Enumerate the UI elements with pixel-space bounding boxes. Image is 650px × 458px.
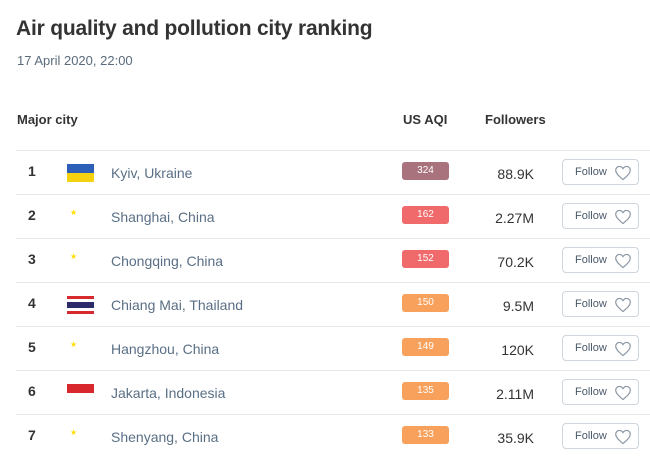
followers-count: 70.2K [497, 254, 534, 270]
table-row: 3 ★ Chongqing, China 152 70.2K Follow [16, 238, 650, 282]
rank-number: 5 [28, 339, 36, 355]
heart-icon [615, 253, 631, 269]
column-header-major-city: Major city [17, 112, 78, 127]
follow-button[interactable]: Follow [562, 379, 639, 405]
table-row: 6 Jakarta, Indonesia 135 2.11M Follow [16, 370, 650, 414]
aqi-badge: 135 [402, 382, 449, 400]
follow-button[interactable]: Follow [562, 291, 639, 317]
city-link[interactable]: Kyiv, Ukraine [111, 165, 193, 181]
page-date: 17 April 2020, 22:00 [17, 53, 133, 68]
follow-button[interactable]: Follow [562, 423, 639, 449]
heart-icon [615, 385, 631, 401]
aqi-badge: 324 [402, 162, 449, 180]
city-link[interactable]: Chiang Mai, Thailand [111, 297, 244, 313]
city-link[interactable]: Shenyang, China [111, 429, 219, 445]
rank-number: 3 [28, 251, 36, 267]
heart-icon [615, 209, 631, 225]
follow-button[interactable]: Follow [562, 203, 639, 229]
column-header-us-aqi: US AQI [403, 112, 448, 127]
aqi-badge: 152 [402, 250, 449, 268]
table-row: 4 Chiang Mai, Thailand 150 9.5M Follow [16, 282, 650, 326]
follow-button[interactable]: Follow [562, 159, 639, 185]
followers-count: 88.9K [497, 166, 534, 182]
followers-count: 2.11M [496, 386, 534, 402]
rank-number: 4 [28, 295, 36, 311]
follow-button[interactable]: Follow [562, 247, 639, 273]
follow-label: Follow [575, 342, 607, 354]
table-row: 5 ★ Hangzhou, China 149 120K Follow [16, 326, 650, 370]
thailand-flag-icon [67, 296, 94, 314]
table-row: 1 Kyiv, Ukraine 324 88.9K Follow [16, 150, 650, 194]
follow-label: Follow [575, 298, 607, 310]
followers-count: 9.5M [502, 298, 534, 314]
aqi-badge: 162 [402, 206, 449, 224]
rank-number: 1 [28, 163, 36, 179]
followers-count: 2.27M [495, 210, 534, 226]
column-header-followers: Followers [485, 112, 546, 127]
indonesia-flag-icon [67, 384, 94, 402]
table-row: 7 ★ Shenyang, China 133 35.9K Follow [16, 414, 650, 458]
page-title: Air quality and pollution city ranking [16, 17, 373, 40]
rank-number: 7 [28, 427, 36, 443]
follow-label: Follow [575, 166, 607, 178]
table-row: 2 ★ Shanghai, China 162 2.27M Follow [16, 194, 650, 238]
ukraine-flag-icon [67, 164, 94, 182]
follow-label: Follow [575, 254, 607, 266]
rank-number: 6 [28, 383, 36, 399]
followers-count: 120K [501, 342, 534, 358]
city-link[interactable]: Jakarta, Indonesia [111, 385, 226, 401]
follow-label: Follow [575, 210, 607, 222]
heart-icon [615, 297, 631, 313]
city-link[interactable]: Hangzhou, China [111, 341, 220, 357]
follow-button[interactable]: Follow [562, 335, 639, 361]
rank-number: 2 [28, 207, 36, 223]
heart-icon [615, 429, 631, 445]
heart-icon [615, 341, 631, 357]
aqi-badge: 150 [402, 294, 449, 312]
followers-count: 35.9K [497, 430, 534, 446]
ranking-table: 1 Kyiv, Ukraine 324 88.9K Follow 2 ★ Sha… [16, 150, 650, 458]
aqi-badge: 133 [402, 426, 449, 444]
follow-label: Follow [575, 430, 607, 442]
city-link[interactable]: Chongqing, China [111, 253, 224, 269]
aqi-badge: 149 [402, 338, 449, 356]
heart-icon [615, 165, 631, 181]
follow-label: Follow [575, 386, 607, 398]
city-link[interactable]: Shanghai, China [111, 209, 215, 225]
